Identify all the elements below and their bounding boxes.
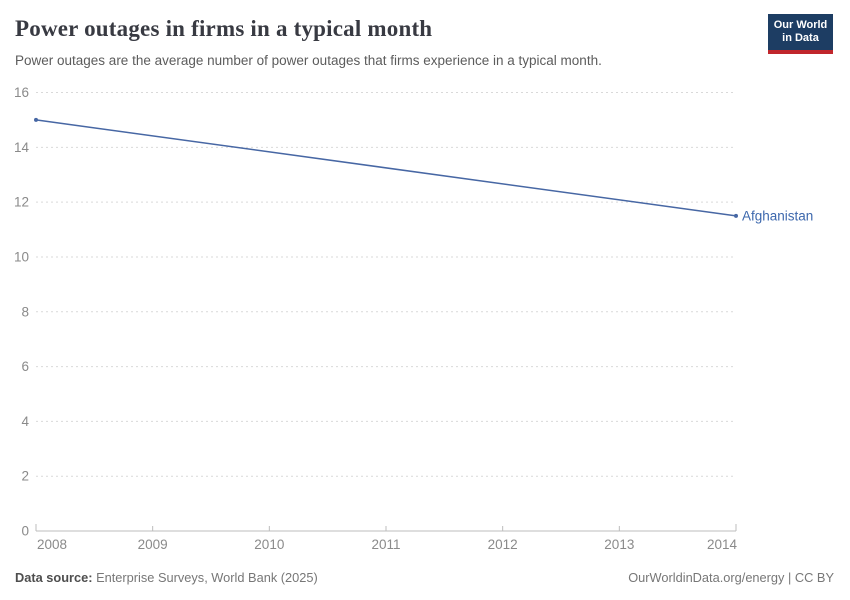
page-title: Power outages in firms in a typical mont… — [15, 16, 433, 41]
entity-label[interactable]: Afghanistan — [742, 208, 813, 223]
x-axis-tick-label: 2011 — [371, 537, 400, 552]
y-axis-tick-label: 16 — [14, 85, 29, 100]
y-axis-tick-label: 10 — [14, 249, 29, 264]
y-axis-tick-label: 8 — [21, 304, 29, 319]
x-axis-tick-label: 2014 — [707, 537, 738, 552]
x-axis-tick-label: 2012 — [488, 537, 518, 552]
data-source-note: Data source: Enterprise Surveys, World B… — [15, 570, 318, 585]
y-axis-tick-label: 6 — [21, 359, 29, 374]
data-source-value: Enterprise Surveys, World Bank (2025) — [92, 570, 318, 585]
x-axis-tick-label: 2013 — [604, 537, 634, 552]
owid-url-license[interactable]: OurWorldinData.org/energy | CC BY — [628, 570, 834, 585]
owid-logo[interactable]: Our World in Data — [768, 14, 833, 54]
chart-header: Power outages in firms in a typical mont… — [0, 0, 850, 78]
owid-logo-line2: in Data — [782, 32, 819, 44]
axis-layer: 2008 2009 2010 2011 2012 2013 2014 — [35, 524, 738, 552]
series-layer: Afghanistan — [34, 117, 813, 223]
data-line-afghanistan — [35, 119, 737, 217]
data-point-start — [34, 117, 38, 122]
y-axis-tick-label: 2 — [21, 469, 29, 484]
data-point-end — [734, 213, 738, 218]
y-axis-tick-label: 12 — [14, 195, 29, 210]
chart-subtitle: Power outages are the average number of … — [15, 53, 602, 68]
gridlines-layer: 0 2 4 6 8 10 12 14 16 — [14, 85, 736, 539]
x-axis-tick-label: 2008 — [37, 537, 67, 552]
x-axis-tick-label: 2010 — [254, 537, 284, 552]
y-axis-tick-label: 0 — [21, 524, 29, 539]
y-axis-tick-label: 14 — [14, 140, 30, 155]
chart-footer: Data source: Enterprise Surveys, World B… — [0, 566, 850, 590]
data-source-label: Data source: — [15, 570, 93, 585]
y-axis-tick-label: 4 — [21, 414, 29, 429]
owid-logo-line1: Our World — [773, 19, 828, 31]
x-axis-tick-label: 2009 — [138, 537, 168, 552]
